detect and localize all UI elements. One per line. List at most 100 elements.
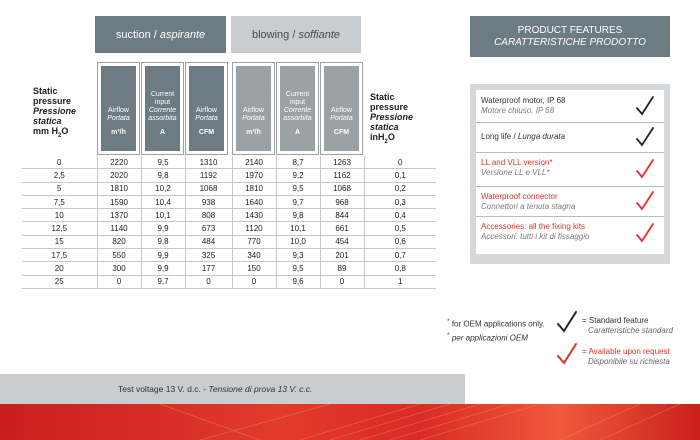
feature-en: Waterproof motor, IP 68 bbox=[481, 96, 566, 105]
table-cell: 673 bbox=[184, 221, 232, 236]
stripe-pattern bbox=[159, 404, 681, 440]
table-cell: 10,4 bbox=[140, 195, 185, 210]
blowing-it: soffiante bbox=[298, 28, 341, 41]
table-cell: 1162 bbox=[319, 168, 364, 183]
legend-request: = Available upon request Disponibile su … bbox=[556, 342, 696, 368]
table-cell: 1068 bbox=[319, 182, 364, 196]
table-row: 10 1370 10,1 808 1430 9,8 844 0,4 bbox=[22, 208, 436, 223]
table-row: 5 1810 10,2 1068 1810 9,5 1068 0,2 bbox=[22, 182, 436, 196]
table-cell: 9,7 bbox=[275, 195, 320, 210]
col-unit: A bbox=[294, 129, 301, 136]
col-text: input bbox=[154, 99, 171, 106]
table-cell: 454 bbox=[319, 235, 364, 250]
table-row: 0 2220 9,5 1310 2140 8,7 1263 0 bbox=[22, 156, 436, 170]
col-unit: m³/h bbox=[246, 129, 261, 136]
table-cell: 844 bbox=[319, 208, 364, 223]
table-cell: 550 bbox=[96, 248, 141, 263]
check-black-icon bbox=[636, 96, 654, 116]
table-cell: 0,6 bbox=[363, 235, 436, 250]
table-cell: 1370 bbox=[96, 208, 141, 223]
table-cell: 1140 bbox=[96, 221, 141, 236]
col-text: input bbox=[289, 99, 306, 106]
table-cell: 1310 bbox=[184, 156, 232, 170]
col-text: Airflow bbox=[195, 107, 217, 114]
table-row: 20 300 9,9 177 150 9,5 89 0,8 bbox=[22, 261, 436, 276]
table-cell: 25 bbox=[22, 275, 97, 289]
table-cell: 5 bbox=[22, 182, 97, 196]
legend-standard-en: = Standard feature bbox=[582, 316, 649, 325]
col-head-suction-airflow-cfm: Airflow Portata CFM bbox=[185, 62, 228, 155]
head-line: Static bbox=[33, 86, 58, 96]
table-row: 15 820 9,8 484 770 10,0 454 0,6 bbox=[22, 235, 436, 250]
table-cell: 1810 bbox=[96, 182, 141, 196]
col-head-suction-airflow-m3h: Airflow Portata m³/h bbox=[97, 62, 140, 155]
suction-header: suction / aspirante bbox=[95, 16, 226, 53]
head-line-it: Pressione bbox=[370, 112, 414, 122]
asterisk: * bbox=[447, 331, 450, 339]
product-features-box: Waterproof motor, IP 68 Motore chiuso, IP… bbox=[470, 84, 670, 264]
col-head-suction-current: Current input Corrente assorbita A bbox=[141, 62, 184, 155]
blowing-header: blowing / soffiante bbox=[231, 16, 361, 53]
blowing-en: blowing bbox=[251, 28, 290, 41]
table-cell: 9,2 bbox=[275, 168, 320, 183]
table-cell: 9,8 bbox=[275, 208, 320, 223]
table-cell: 1590 bbox=[96, 195, 141, 210]
table-cell: 9,5 bbox=[140, 156, 185, 170]
table-row: 25 0 9,7 0 0 9,6 0 1 bbox=[22, 275, 436, 289]
table-cell: 9,5 bbox=[275, 261, 320, 276]
check-black-icon bbox=[557, 311, 577, 333]
table-cell: 9,8 bbox=[140, 168, 185, 183]
table-cell: 0,2 bbox=[363, 182, 436, 196]
table-cell: 9,7 bbox=[140, 275, 185, 289]
head-line: pressure bbox=[370, 102, 409, 112]
static-pressure-in-head: Static pressure Pressione statica inH2O bbox=[370, 92, 413, 147]
col-head-blowing-current: Current input Corrente assorbita A bbox=[276, 62, 319, 155]
feature-it: Lunga durata bbox=[517, 132, 566, 141]
feature-row: Long life / Lunga durata bbox=[476, 122, 664, 153]
table-cell: 9,8 bbox=[140, 235, 185, 250]
feature-en: Accessories: all the fixing kits bbox=[481, 222, 586, 231]
table-cell: 808 bbox=[184, 208, 232, 223]
table-cell: 0 bbox=[231, 275, 276, 289]
table-cell: 89 bbox=[319, 261, 364, 276]
legend-standard: = Standard feature Caratteristiche stand… bbox=[556, 310, 696, 336]
table-cell: 12,5 bbox=[22, 221, 97, 236]
head-line: pressure bbox=[33, 96, 72, 106]
table-cell: 10,0 bbox=[275, 235, 320, 250]
table-cell: 300 bbox=[96, 261, 141, 276]
suction-it: aspirante bbox=[159, 28, 206, 41]
feature-row: LL and VLL version* Versione LL e VLL* bbox=[476, 152, 664, 187]
table-cell: 10,2 bbox=[140, 182, 185, 196]
oem-note-it: per applicazioni OEM bbox=[451, 333, 528, 343]
table-cell: 938 bbox=[184, 195, 232, 210]
col-text: assorbita bbox=[148, 115, 177, 122]
legend-request-en: = Available upon request bbox=[582, 347, 670, 356]
table-cell: 484 bbox=[184, 235, 232, 250]
table-cell: 0,5 bbox=[363, 221, 436, 236]
check-red-icon bbox=[636, 191, 654, 211]
table-cell: 1263 bbox=[319, 156, 364, 170]
table-cell: 9,6 bbox=[275, 275, 320, 289]
table-cell: 201 bbox=[319, 248, 364, 263]
table-cell: 820 bbox=[96, 235, 141, 250]
check-red-icon bbox=[636, 159, 654, 179]
suction-en: suction bbox=[115, 28, 151, 41]
col-text: Portata bbox=[195, 115, 218, 122]
col-text: Portata bbox=[242, 115, 265, 122]
features-header: PRODUCT FEATURES CARATTERISTICHE PRODOTT… bbox=[470, 16, 670, 57]
table-cell: 150 bbox=[231, 261, 276, 276]
table-cell: 1068 bbox=[184, 182, 232, 196]
col-text: Airflow bbox=[330, 107, 352, 114]
feature-it: Motore chiuso, IP 68 bbox=[481, 106, 555, 115]
table-row: 12,5 1140 9,9 673 1120 10,1 661 0,5 bbox=[22, 221, 436, 236]
table-cell: 8,7 bbox=[275, 156, 320, 170]
unit-part: inH bbox=[370, 132, 385, 142]
table-cell: 9,3 bbox=[275, 248, 320, 263]
head-line: Static bbox=[370, 92, 395, 102]
unit-part: O bbox=[61, 126, 69, 136]
table-cell: 2020 bbox=[96, 168, 141, 183]
table-cell: 7,5 bbox=[22, 195, 97, 210]
table-cell: 1120 bbox=[231, 221, 276, 236]
table-cell: 20 bbox=[22, 261, 97, 276]
col-head-blowing-airflow-m3h: Airflow Portata m³/h bbox=[232, 62, 275, 155]
